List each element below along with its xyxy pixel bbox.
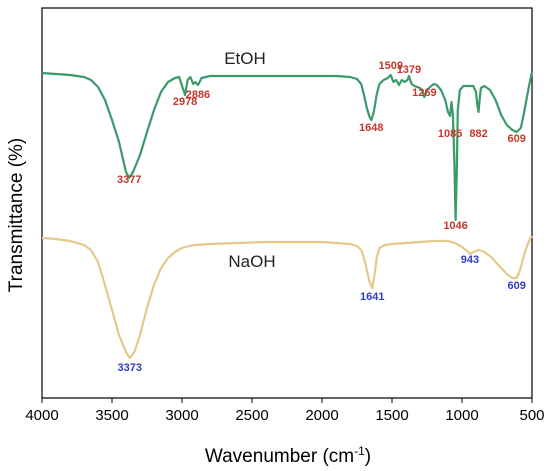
peak-label: 2978 [173,96,197,108]
x-tick-label: 3000 [165,407,198,424]
x-axis-label-main: Wavenumber (cm [205,446,354,467]
peak-label: 3373 [118,362,142,374]
series-line-naoh [41,235,533,360]
peak-label: 1379 [397,64,421,76]
peak-label: 1509 [378,60,402,72]
x-tick-label: 3500 [95,407,128,424]
peak-label: 609 [508,133,526,145]
series-name-naoh: NaOH [228,252,275,271]
x-tick-label: 2500 [235,407,268,424]
peak-label: 943 [461,254,479,266]
peak-label: 1085 [438,128,462,140]
peak-label: 882 [469,128,487,140]
x-tick-label: 500 [519,407,544,424]
x-axis-label-superscript: -1 [354,444,365,458]
plot-frame [41,7,533,399]
peak-label: 3377 [117,174,141,186]
peak-label: 1648 [359,122,383,134]
series-name-etoh: EtOH [224,49,266,68]
axes: 4000 3500 3000 2500 2000 1500 1000 500 [25,7,545,424]
x-tick-label: 2000 [305,407,338,424]
peak-label: 1641 [360,291,384,303]
x-tick-label: 4000 [25,407,58,424]
y-axis-label: Transmittance (%) [6,138,27,293]
peak-label: 2886 [186,89,210,101]
x-tick-label: 1000 [445,407,478,424]
x-tick-label: 1500 [375,407,408,424]
peak-label: 1269 [412,87,436,99]
peak-label: 609 [508,280,526,292]
x-axis-label: Wavenumber (cm-1) [205,444,371,467]
x-axis-label-suffix: ) [365,446,371,467]
series-line-etoh [41,71,534,222]
peak-label: 1046 [443,220,467,232]
series-group [41,71,534,360]
